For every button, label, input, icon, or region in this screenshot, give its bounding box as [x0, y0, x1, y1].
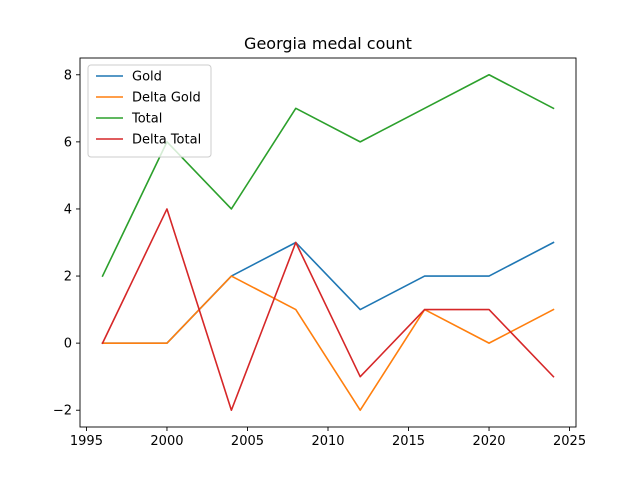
- legend: Gold Delta Gold Total Delta Total: [87, 64, 212, 158]
- legend-label-0: Gold: [132, 70, 162, 85]
- y-tick-label: 4: [64, 202, 72, 217]
- y-tick-label: 2: [64, 270, 72, 285]
- legend-label-2: Total: [131, 112, 162, 127]
- legend-box: [87, 64, 212, 158]
- x-tick-label: 2015: [392, 434, 425, 449]
- y-tick-label: 0: [64, 337, 72, 352]
- y-tick-label: 8: [64, 68, 72, 83]
- legend-label-1: Delta Gold: [132, 91, 201, 106]
- axes-layer: 1995 2000 2005 2010 2015 2020 2025 −2 0 2 4 6 8: [53, 57, 586, 449]
- series-line-1: [101, 275, 555, 412]
- chart-title: Georgia medal count: [244, 34, 412, 53]
- x-tick-label: 2010: [311, 434, 344, 449]
- legend-label-3: Delta Total: [132, 133, 201, 148]
- x-tick-label: 2000: [150, 434, 183, 449]
- y-tick-label: −2: [53, 404, 72, 419]
- y-tick-label: 6: [64, 135, 72, 150]
- x-tick-label: 2005: [231, 434, 264, 449]
- x-tick-label: 2020: [472, 434, 505, 449]
- series-line-3: [101, 208, 555, 412]
- x-tick-label: 2025: [553, 434, 586, 449]
- x-tick-label: 1995: [70, 434, 103, 449]
